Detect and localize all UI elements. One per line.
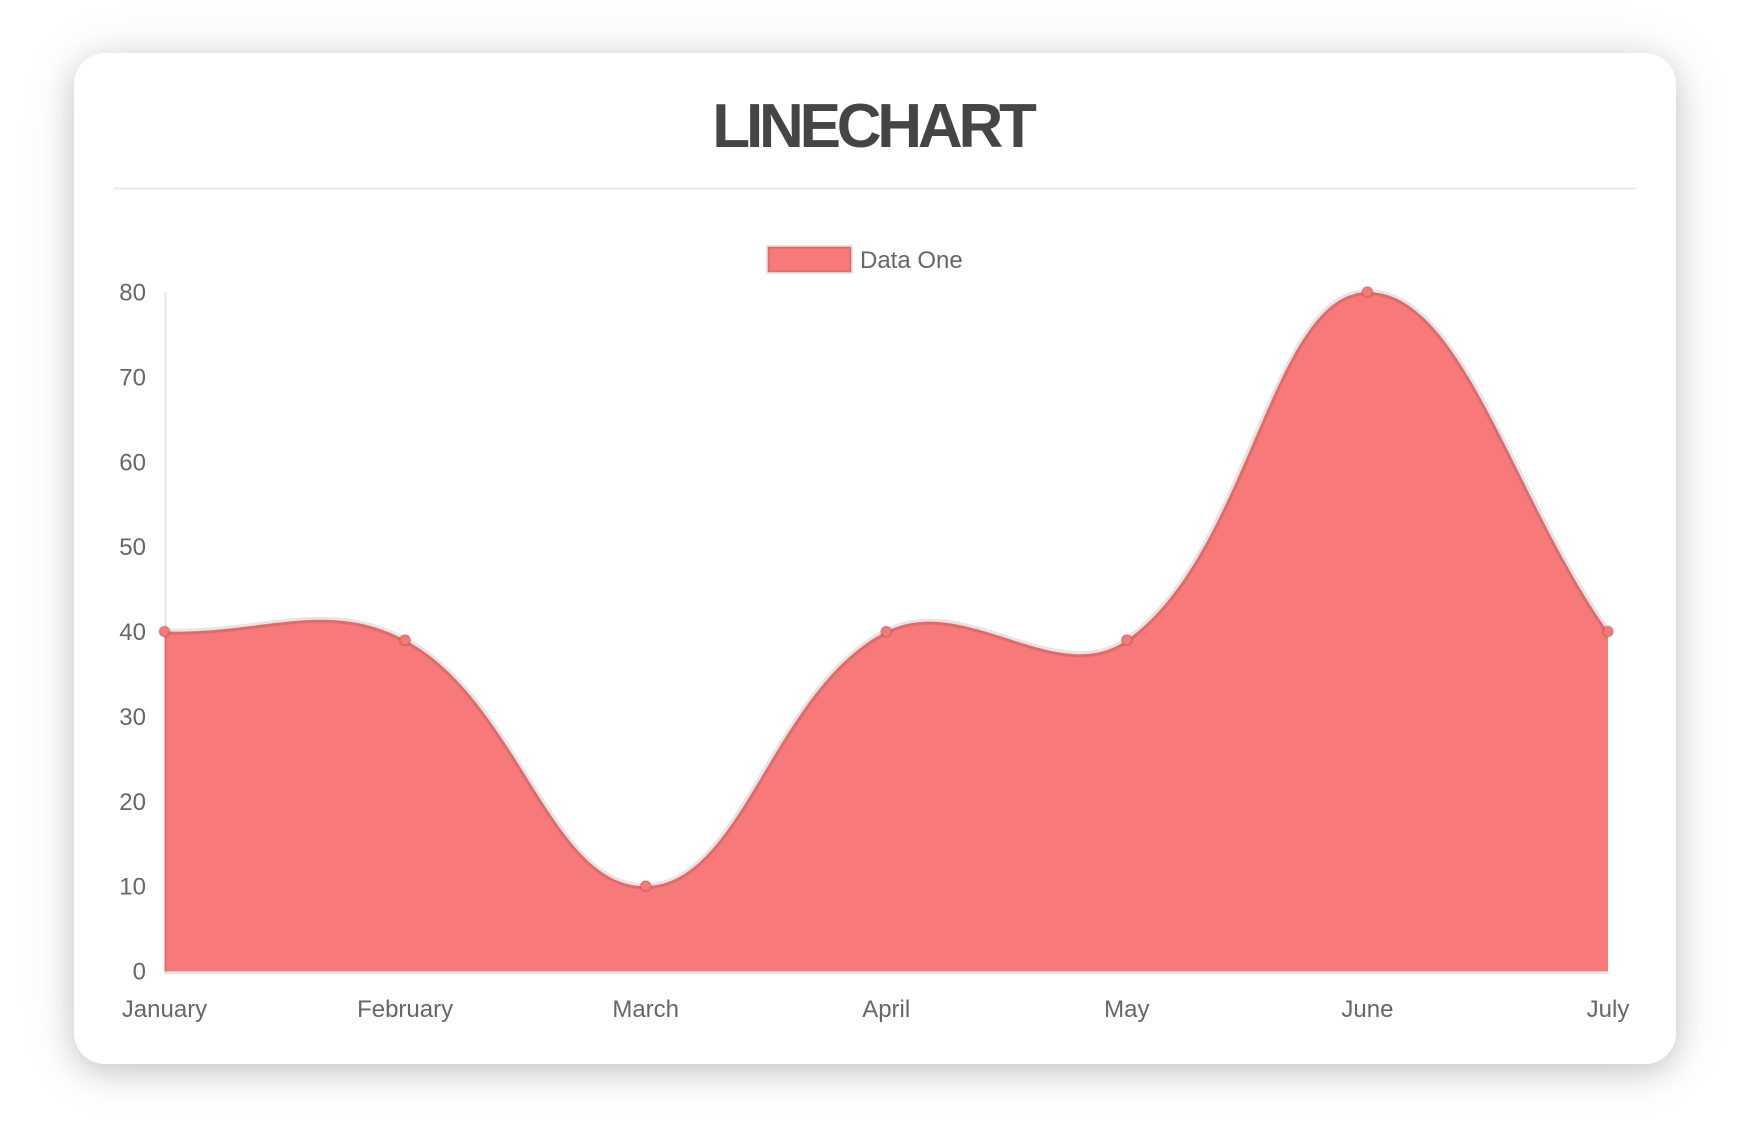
svg-text:July: July [1587,996,1630,1023]
svg-text:0: 0 [133,959,146,986]
svg-text:20: 20 [119,789,146,816]
svg-text:January: January [122,996,207,1023]
svg-text:50: 50 [119,534,146,561]
svg-text:40: 40 [119,619,146,646]
svg-text:LINECHART: LINECHART [712,92,1037,161]
svg-text:June: June [1341,996,1393,1023]
svg-text:Data One: Data One [860,247,963,274]
svg-text:May: May [1104,996,1149,1023]
svg-text:March: March [612,996,679,1023]
svg-text:70: 70 [119,364,146,391]
svg-text:10: 10 [119,874,146,901]
svg-text:April: April [862,996,910,1023]
svg-text:80: 80 [119,280,146,307]
svg-text:30: 30 [119,704,146,731]
svg-text:60: 60 [119,449,146,476]
svg-text:February: February [357,996,453,1023]
